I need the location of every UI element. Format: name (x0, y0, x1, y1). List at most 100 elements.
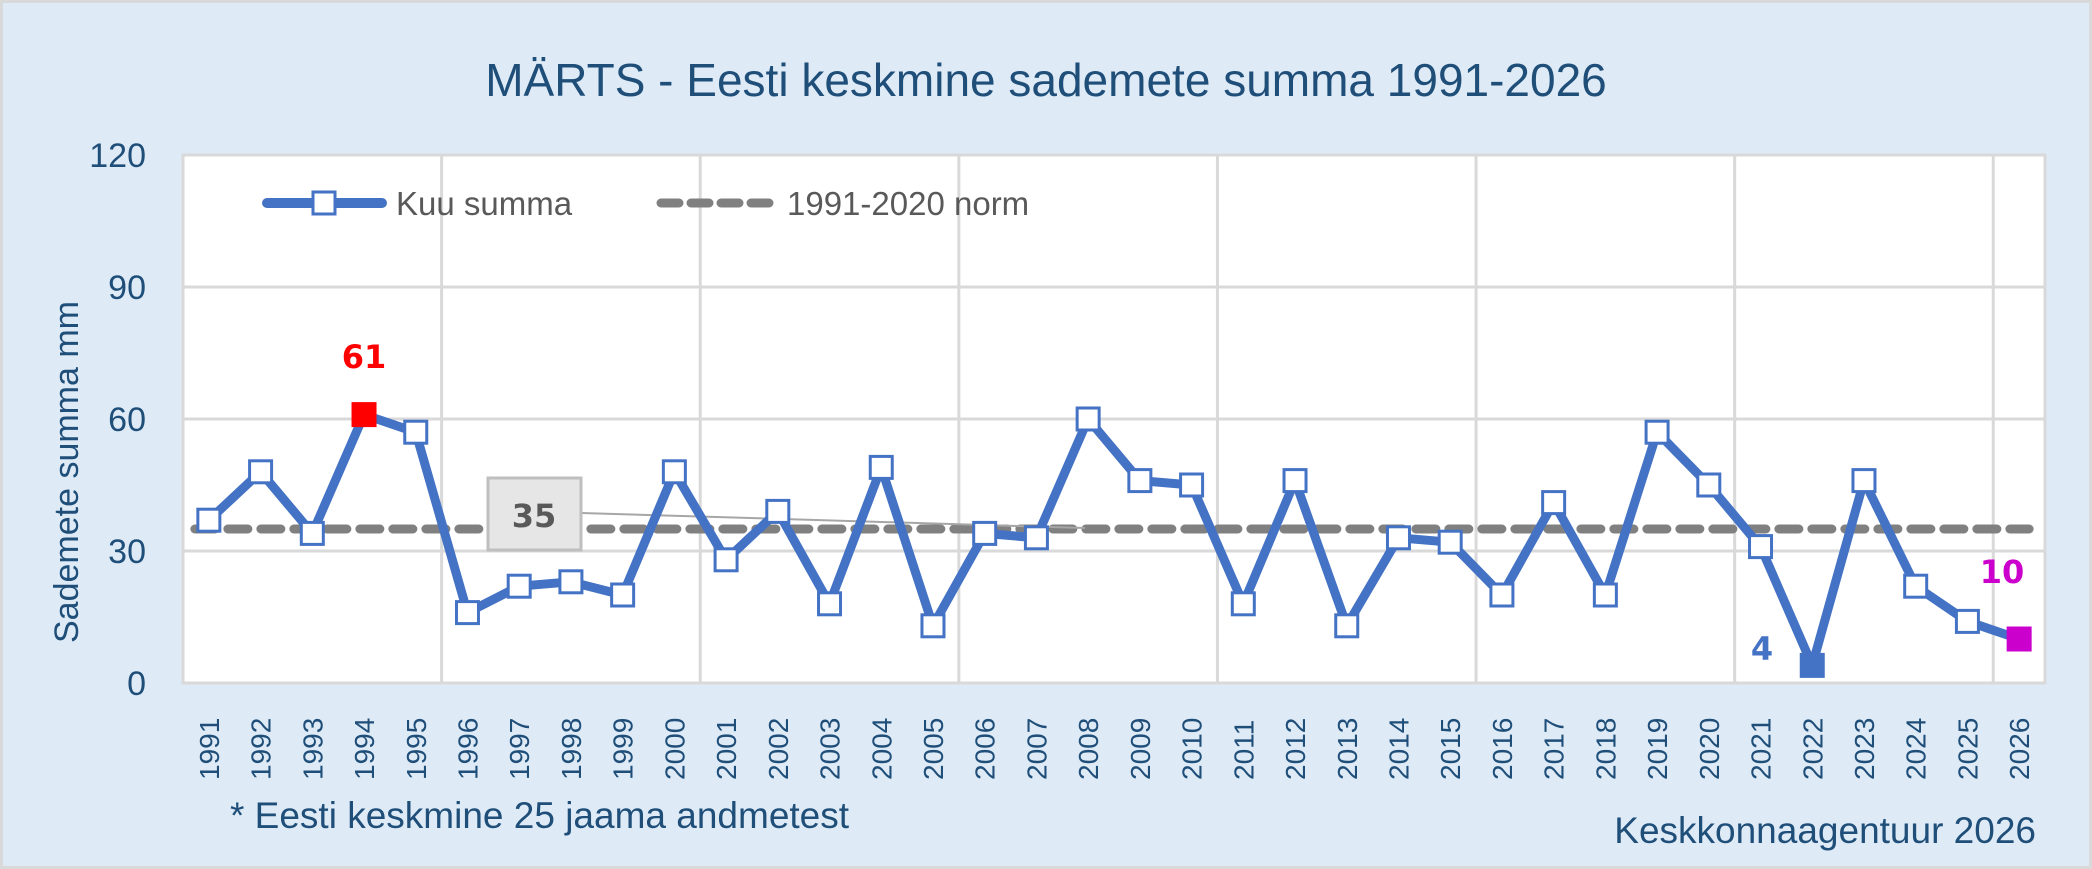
x-tick-label: 2022 (1797, 718, 1828, 780)
x-tick-label: 1992 (246, 718, 277, 780)
x-tick-label: 2017 (1539, 718, 1570, 780)
x-tick-label: 2021 (1746, 718, 1777, 780)
data-point-marker (920, 613, 946, 639)
x-tick-label: 1993 (297, 718, 328, 780)
data-point-marker (661, 459, 687, 485)
data-point-marker (1075, 406, 1101, 432)
x-tick-label: 2001 (711, 718, 742, 780)
legend-item-kuu-summa: Kuu summa (262, 185, 573, 222)
data-point-marker (506, 573, 532, 599)
x-tick-label: 2013 (1332, 718, 1363, 780)
data-point-marker (196, 507, 222, 533)
data-point-marker (713, 547, 739, 573)
data-point-marker (1437, 529, 1463, 555)
x-tick-label: 2016 (1487, 718, 1518, 780)
data-point-marker (972, 520, 998, 546)
x-tick-label: 2025 (1952, 718, 1983, 780)
y-tick-label: 30 (108, 533, 146, 571)
gridlines (183, 155, 2045, 683)
max-value-label: 61 (342, 338, 387, 376)
x-tick-label: 2005 (918, 718, 949, 780)
x-tick-label: 2023 (1849, 718, 1880, 780)
x-tick-label: 2018 (1590, 718, 1621, 780)
data-point-marker (1644, 419, 1670, 445)
data-point-marker (610, 582, 636, 608)
x-tick-label: 2015 (1435, 718, 1466, 780)
callout-box (486, 476, 583, 552)
data-point-marker (1592, 582, 1618, 608)
x-axis-ticks: 1991 1992 1993 1994 1995 1996 1997 1998 1999 2000… (194, 718, 2035, 780)
data-point-marker (1385, 525, 1411, 551)
x-tick-label: 2014 (1383, 718, 1414, 780)
x-tick-label: 2010 (1177, 718, 1208, 780)
x-tick-label: 1991 (194, 718, 225, 780)
legend: Kuu summa 1991-2020 norm (262, 185, 1029, 222)
data-point-marker (248, 459, 274, 485)
x-tick-label: 2006 (970, 718, 1001, 780)
y-tick-label: 0 (127, 665, 146, 703)
x-tick-label: 1997 (504, 718, 535, 780)
chart-title: MÄRTS - Eesti keskmine sademete summa 19… (485, 54, 1607, 106)
min-value-label: 4 (1751, 630, 1773, 668)
x-tick-label: 2012 (1280, 718, 1311, 780)
x-tick-label: 2020 (1694, 718, 1725, 780)
legend-label-kuu-summa: Kuu summa (396, 185, 573, 222)
max-marker (351, 402, 377, 428)
data-point-marker (1127, 468, 1153, 494)
legend-item-norm: 1991-2020 norm (656, 185, 1029, 222)
data-point-marker (1334, 613, 1360, 639)
x-tick-label: 1996 (452, 718, 483, 780)
legend-marker-icon (311, 190, 337, 216)
x-tick-label: 2007 (1021, 718, 1052, 780)
y-axis-ticks: 0 30 60 90 120 (89, 137, 146, 703)
data-labels: 61 4 10 (342, 338, 2025, 668)
x-tick-label: 2004 (866, 718, 897, 780)
legend-label-norm: 1991-2020 norm (787, 185, 1029, 222)
x-tick-label: 2002 (763, 718, 794, 780)
callout-leader-line (580, 512, 1086, 529)
data-point-marker (1748, 534, 1774, 560)
data-point-marker (1489, 582, 1515, 608)
data-point-marker (1179, 472, 1205, 498)
x-tick-label: 1995 (401, 718, 432, 780)
data-point-marker (1851, 468, 1877, 494)
data-point-marker (1282, 468, 1308, 494)
norm-value-label: 35 (512, 497, 557, 535)
data-point-marker (403, 419, 429, 445)
data-point-marker (1541, 490, 1567, 516)
x-tick-label: 1998 (556, 718, 587, 780)
x-tick-label: 2024 (1901, 718, 1932, 780)
current-value-label: 10 (1980, 553, 2025, 591)
data-point-marker (765, 498, 791, 524)
footnote: * Eesti keskmine 25 jaama andmetest (230, 795, 850, 836)
x-tick-label: 2026 (2004, 718, 2035, 780)
min-marker (1799, 652, 1825, 678)
data-point-marker (1696, 472, 1722, 498)
data-point-marker (299, 520, 325, 546)
y-tick-label: 60 (108, 401, 146, 439)
x-tick-label: 2009 (1125, 718, 1156, 780)
y-tick-label: 90 (108, 269, 146, 307)
source-credit: Keskkonnaagentuur 2026 (1614, 810, 2036, 851)
data-point-marker (1903, 573, 1929, 599)
current-marker (2006, 626, 2032, 652)
data-point-marker (1230, 591, 1256, 617)
data-point-marker (817, 591, 843, 617)
x-tick-label: 2003 (815, 718, 846, 780)
x-tick-label: 2019 (1642, 718, 1673, 780)
norm-callout: 35 (486, 476, 1086, 552)
series-kuu-summa (196, 402, 2032, 678)
y-tick-label: 120 (89, 137, 146, 175)
data-point-marker (558, 569, 584, 595)
data-point-marker (868, 454, 894, 480)
x-tick-label: 1994 (349, 718, 380, 780)
x-tick-label: 2000 (659, 718, 690, 780)
data-point-marker (1954, 608, 1980, 634)
data-point-marker (454, 600, 480, 626)
data-point-marker (1023, 525, 1049, 551)
x-tick-label: 2011 (1228, 720, 1259, 780)
x-tick-label: 1999 (608, 718, 639, 780)
y-axis-title: Sademete summa mm (48, 301, 86, 643)
x-tick-label: 2008 (1073, 718, 1104, 780)
